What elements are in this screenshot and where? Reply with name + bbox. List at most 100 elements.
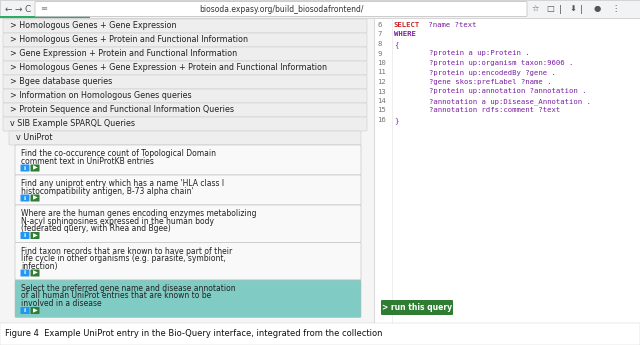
FancyBboxPatch shape bbox=[35, 1, 527, 17]
Text: ●: ● bbox=[593, 4, 600, 13]
Text: ?gene skos:prefLabel ?name .: ?gene skos:prefLabel ?name . bbox=[394, 79, 552, 85]
Text: 7: 7 bbox=[377, 31, 381, 38]
FancyBboxPatch shape bbox=[20, 232, 29, 239]
FancyBboxPatch shape bbox=[31, 195, 40, 201]
Text: i: i bbox=[24, 166, 26, 170]
Text: ⬇: ⬇ bbox=[570, 4, 577, 13]
FancyBboxPatch shape bbox=[3, 19, 367, 33]
Text: ≡: ≡ bbox=[40, 4, 47, 13]
Text: 8: 8 bbox=[377, 41, 381, 47]
Text: > Homologous Genes + Gene Expression: > Homologous Genes + Gene Expression bbox=[10, 21, 177, 30]
Text: ?protein a up:Protein .: ?protein a up:Protein . bbox=[394, 50, 530, 57]
Text: C: C bbox=[25, 4, 31, 13]
Text: ?protein up:annotation ?annotation .: ?protein up:annotation ?annotation . bbox=[394, 89, 586, 95]
Text: 12: 12 bbox=[377, 79, 386, 85]
Text: Find taxon records that are known to have part of their: Find taxon records that are known to hav… bbox=[21, 246, 232, 256]
Text: involved in a disease: involved in a disease bbox=[21, 299, 102, 308]
Text: ▶: ▶ bbox=[33, 308, 37, 313]
Text: 13: 13 bbox=[377, 89, 386, 95]
Text: 6: 6 bbox=[377, 22, 381, 28]
Text: }: } bbox=[394, 117, 398, 124]
FancyBboxPatch shape bbox=[31, 165, 40, 171]
Text: □: □ bbox=[546, 4, 554, 13]
Text: Figure 4  Example UniProt entry in the Bio-Query interface, integrated from the : Figure 4 Example UniProt entry in the Bi… bbox=[5, 329, 383, 338]
Text: |: | bbox=[580, 4, 582, 13]
FancyBboxPatch shape bbox=[3, 89, 367, 103]
FancyBboxPatch shape bbox=[20, 269, 29, 276]
Text: ▶: ▶ bbox=[33, 270, 37, 276]
Text: Find any uniprot entry which has a name 'HLA class I: Find any uniprot entry which has a name … bbox=[21, 179, 224, 188]
FancyBboxPatch shape bbox=[3, 75, 367, 89]
Text: ▶: ▶ bbox=[33, 166, 37, 170]
Text: →: → bbox=[14, 4, 22, 13]
Text: SELECT: SELECT bbox=[394, 22, 420, 28]
Text: Where are the human genes encoding enzymes metabolizing: Where are the human genes encoding enzym… bbox=[21, 209, 257, 218]
Text: life cycle in other organisms (e.g. parasite, symbiont,: life cycle in other organisms (e.g. para… bbox=[21, 254, 226, 263]
Bar bbox=[0, 323, 640, 345]
Bar bbox=[0, 16, 90, 18]
Text: (federated query, with Rhea and Bgee): (federated query, with Rhea and Bgee) bbox=[21, 224, 171, 233]
FancyBboxPatch shape bbox=[20, 195, 29, 201]
Text: 10: 10 bbox=[377, 60, 386, 66]
FancyBboxPatch shape bbox=[3, 117, 367, 131]
Text: i: i bbox=[24, 196, 26, 200]
Text: N-acyl sphingosines expressed in the human body: N-acyl sphingosines expressed in the hum… bbox=[21, 217, 214, 226]
FancyBboxPatch shape bbox=[20, 307, 29, 314]
Text: of all human UniProt entries that are known to be: of all human UniProt entries that are kn… bbox=[21, 292, 211, 300]
Text: ⋮: ⋮ bbox=[611, 4, 619, 13]
Text: ☆: ☆ bbox=[531, 4, 539, 13]
Bar bbox=[374, 18, 640, 323]
Text: 11: 11 bbox=[377, 69, 386, 76]
Bar bbox=[0, 0, 640, 18]
FancyBboxPatch shape bbox=[15, 205, 361, 243]
Text: ←: ← bbox=[4, 4, 12, 13]
FancyBboxPatch shape bbox=[3, 103, 367, 117]
Text: v SIB Example SPARQL Queries: v SIB Example SPARQL Queries bbox=[10, 119, 135, 128]
FancyBboxPatch shape bbox=[31, 307, 40, 314]
FancyBboxPatch shape bbox=[3, 61, 367, 75]
Text: i: i bbox=[24, 308, 26, 313]
Text: infection): infection) bbox=[21, 262, 58, 270]
Text: Select the preferred gene name and disease annotation: Select the preferred gene name and disea… bbox=[21, 284, 236, 293]
FancyBboxPatch shape bbox=[31, 232, 40, 239]
Text: 16: 16 bbox=[377, 117, 386, 123]
Text: i: i bbox=[24, 233, 26, 238]
Text: ?annotation a up:Disease_Annotation .: ?annotation a up:Disease_Annotation . bbox=[394, 98, 591, 105]
Text: ▶: ▶ bbox=[33, 233, 37, 238]
Text: ?name ?text: ?name ?text bbox=[424, 22, 477, 28]
Text: > Homologous Genes + Protein and Functional Information: > Homologous Genes + Protein and Functio… bbox=[10, 36, 248, 45]
Text: ?annotation rdfs:comment ?text: ?annotation rdfs:comment ?text bbox=[394, 108, 560, 114]
Text: 9: 9 bbox=[377, 50, 381, 57]
Text: biosoda.expasy.org/build_biosodafrontend/: biosoda.expasy.org/build_biosodafrontend… bbox=[200, 4, 364, 13]
FancyBboxPatch shape bbox=[31, 269, 40, 276]
Text: ▶: ▶ bbox=[33, 196, 37, 200]
Text: i: i bbox=[24, 270, 26, 276]
Text: v UniProt: v UniProt bbox=[16, 134, 52, 142]
Text: 14: 14 bbox=[377, 98, 386, 104]
FancyBboxPatch shape bbox=[15, 243, 361, 280]
FancyBboxPatch shape bbox=[15, 175, 361, 205]
Text: > Protein Sequence and Functional Information Queries: > Protein Sequence and Functional Inform… bbox=[10, 106, 234, 115]
FancyBboxPatch shape bbox=[3, 47, 367, 61]
Text: {: { bbox=[394, 41, 398, 48]
FancyBboxPatch shape bbox=[9, 131, 361, 145]
Text: |: | bbox=[559, 4, 561, 13]
Text: WHERE: WHERE bbox=[394, 31, 416, 38]
Text: > Homologous Genes + Gene Expression + Protein and Functional Information: > Homologous Genes + Gene Expression + P… bbox=[10, 63, 327, 72]
Text: ?protein up:organism taxon:9606 .: ?protein up:organism taxon:9606 . bbox=[394, 60, 573, 66]
FancyBboxPatch shape bbox=[15, 280, 361, 317]
FancyBboxPatch shape bbox=[15, 145, 361, 175]
Text: > Gene Expression + Protein and Functional Information: > Gene Expression + Protein and Function… bbox=[10, 49, 237, 59]
Text: > Information on Homologous Genes queries: > Information on Homologous Genes querie… bbox=[10, 91, 191, 100]
Text: histocompatibility antigen, B-73 alpha chain': histocompatibility antigen, B-73 alpha c… bbox=[21, 187, 194, 196]
FancyBboxPatch shape bbox=[3, 33, 367, 47]
FancyBboxPatch shape bbox=[381, 300, 453, 315]
Text: Find the co-occurence count of Topological Domain: Find the co-occurence count of Topologic… bbox=[21, 149, 216, 158]
Text: > run this query: > run this query bbox=[382, 303, 452, 312]
Text: > Bgee database queries: > Bgee database queries bbox=[10, 78, 112, 87]
Bar bbox=[0, 18, 640, 323]
Text: comment text in UniProtKB entries: comment text in UniProtKB entries bbox=[21, 157, 154, 166]
Text: ?protein up:encodedBy ?gene .: ?protein up:encodedBy ?gene . bbox=[394, 69, 556, 76]
Text: 15: 15 bbox=[377, 108, 386, 114]
FancyBboxPatch shape bbox=[20, 165, 29, 171]
